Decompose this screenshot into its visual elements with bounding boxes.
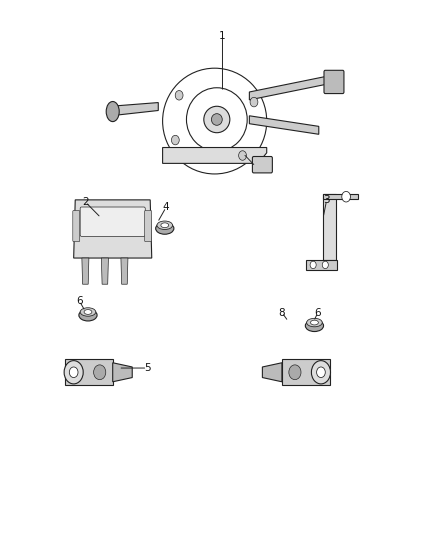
Circle shape [250,98,258,107]
Text: 3: 3 [323,196,330,205]
Ellipse shape [157,221,173,230]
Polygon shape [101,258,109,284]
Ellipse shape [311,320,318,325]
Ellipse shape [79,309,97,321]
Circle shape [69,367,78,377]
FancyBboxPatch shape [73,211,80,241]
Circle shape [342,191,350,202]
Circle shape [239,151,247,160]
Polygon shape [162,148,267,164]
FancyBboxPatch shape [252,157,272,173]
Polygon shape [282,359,330,385]
Text: 8: 8 [279,308,285,318]
Circle shape [311,361,331,384]
Polygon shape [65,359,113,385]
Polygon shape [306,260,337,270]
Polygon shape [121,258,128,284]
Polygon shape [249,76,328,100]
Text: 1: 1 [219,31,226,42]
FancyBboxPatch shape [145,211,152,241]
Text: 4: 4 [163,202,170,212]
Ellipse shape [307,318,322,327]
Text: 5: 5 [144,363,151,373]
Ellipse shape [161,223,169,228]
Circle shape [289,365,301,379]
Ellipse shape [212,114,222,125]
Text: 6: 6 [76,296,83,306]
FancyBboxPatch shape [324,70,344,94]
Circle shape [175,91,183,100]
Polygon shape [323,194,336,260]
Polygon shape [82,258,89,284]
Polygon shape [110,102,158,116]
Polygon shape [113,363,132,382]
Circle shape [317,367,325,377]
Circle shape [310,261,316,269]
Ellipse shape [84,310,92,314]
Circle shape [171,135,179,145]
Ellipse shape [80,308,96,316]
Polygon shape [249,116,319,134]
Polygon shape [262,363,282,382]
Text: 6: 6 [314,308,321,318]
Text: 2: 2 [82,197,88,207]
Ellipse shape [106,101,119,122]
FancyBboxPatch shape [80,207,145,236]
Ellipse shape [204,106,230,133]
Polygon shape [74,200,152,258]
Circle shape [322,261,328,269]
Circle shape [64,361,83,384]
Ellipse shape [305,320,324,332]
Circle shape [94,365,106,379]
Polygon shape [323,194,358,199]
Ellipse shape [155,223,174,234]
